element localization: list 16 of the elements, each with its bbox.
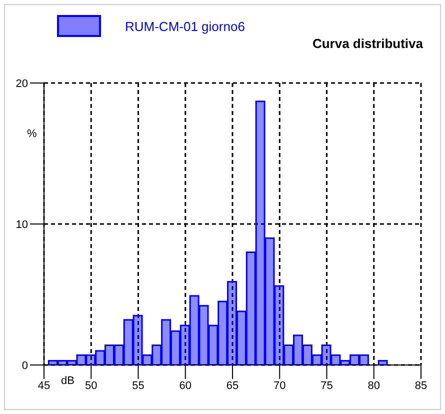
- y-tick-label: 10: [16, 218, 28, 231]
- x-tick-label: 70: [274, 380, 286, 392]
- y-tick-label: 20: [16, 78, 28, 90]
- x-axis-title: dB: [61, 375, 74, 387]
- y-tick-label: 0: [22, 360, 28, 372]
- x-tick-label: 60: [179, 380, 192, 392]
- x-tick-label: 85: [414, 380, 428, 392]
- y-axis-title: %: [27, 128, 37, 140]
- x-tick-label: 80: [368, 380, 380, 392]
- x-tick-label: 75: [320, 380, 333, 392]
- legend-label: RUM-CM-01 giorno6: [125, 18, 245, 34]
- x-tick-label: 55: [132, 380, 144, 392]
- chart-title: Curva distributiva: [312, 36, 423, 51]
- x-tick-label: 65: [226, 380, 239, 392]
- x-tick-label: 45: [38, 380, 50, 392]
- x-tick-label: 50: [85, 380, 98, 392]
